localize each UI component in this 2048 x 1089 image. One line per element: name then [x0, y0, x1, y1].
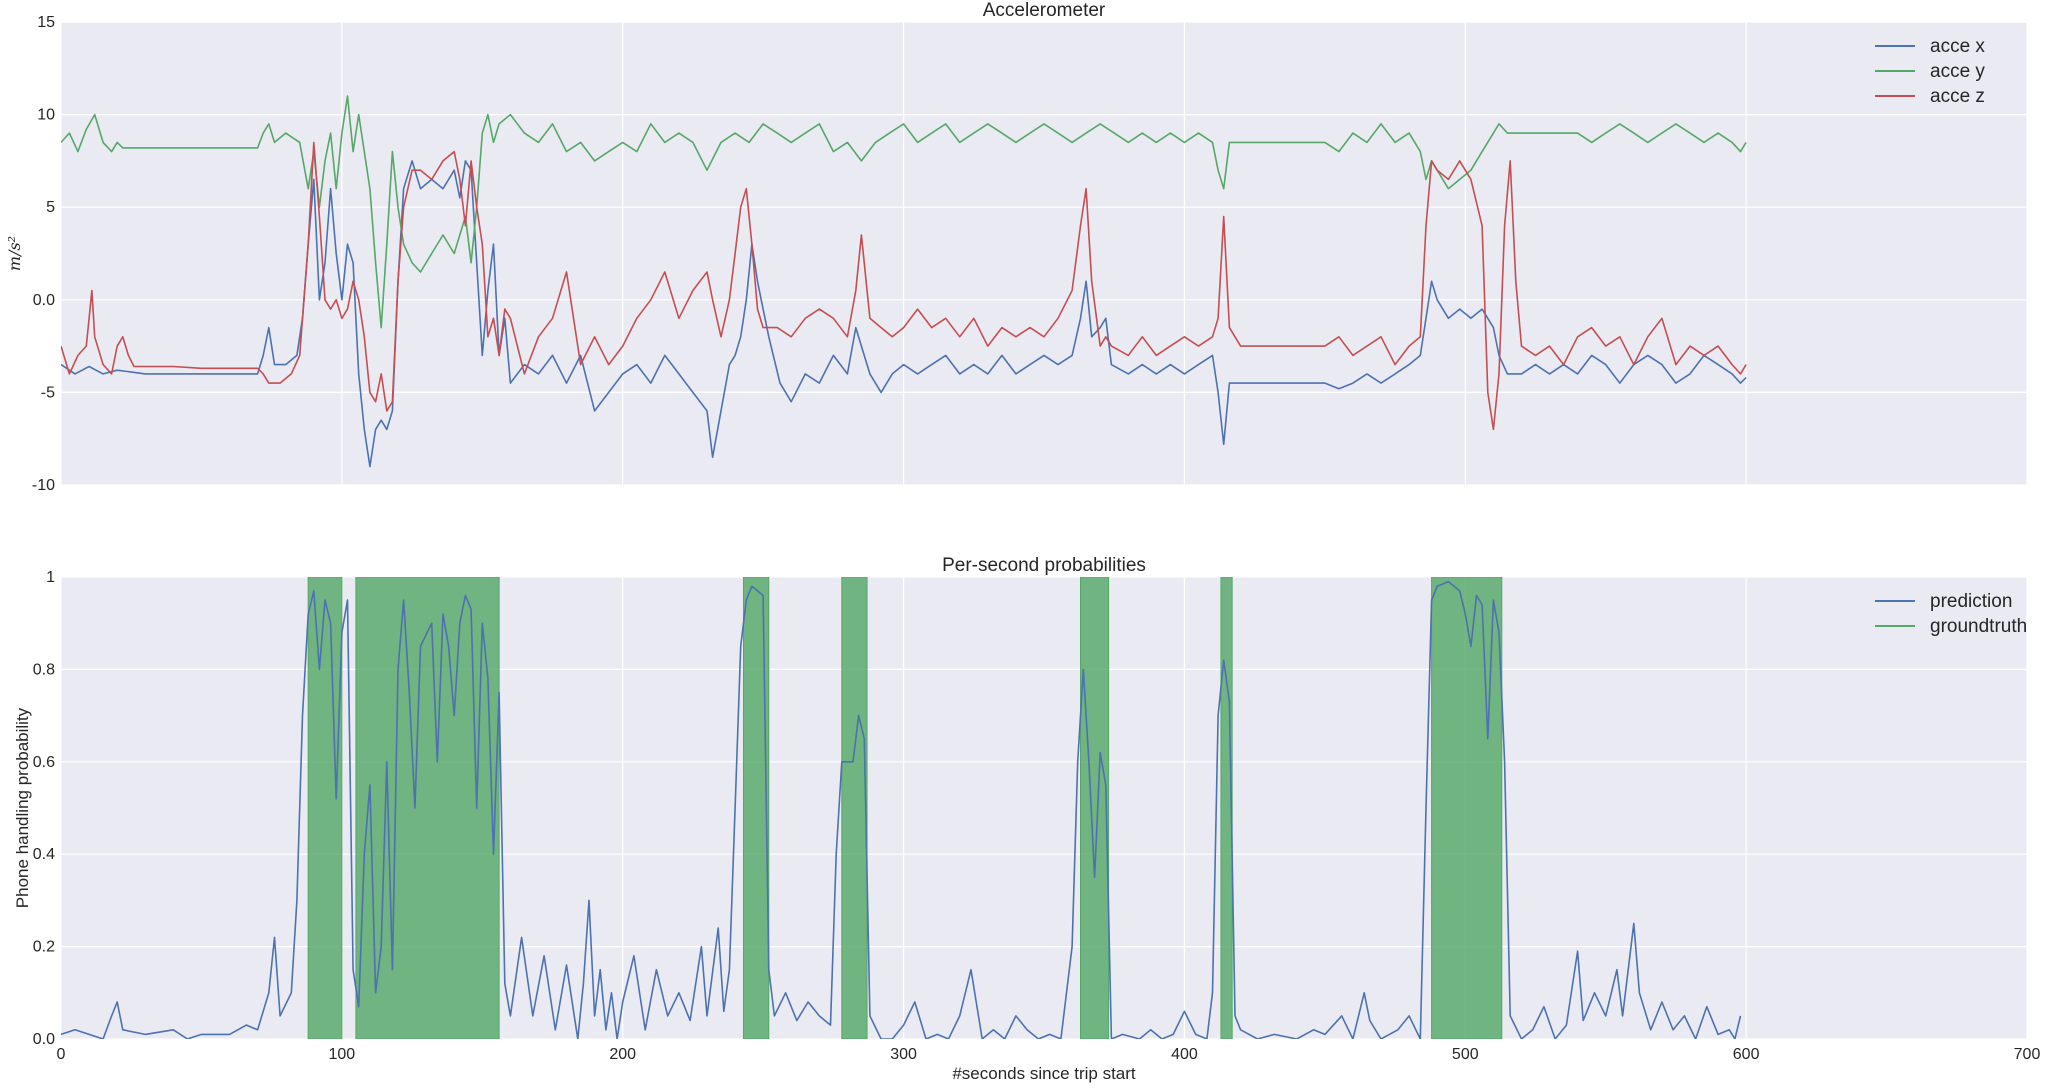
x-axis-label: #seconds since trip start [952, 1064, 1136, 1083]
x-tick-label: 100 [329, 1046, 356, 1063]
y-tick-label: 0.0 [33, 292, 55, 309]
subplot-0: -10 -5 0.0 5 10 15 Accelerometer m/s² acce x acce… [5, 0, 2028, 494]
y-tick-label: 0.0 [33, 1031, 55, 1048]
y-tick-label: 0.4 [33, 846, 55, 863]
x-tick-label: 500 [1452, 1046, 1479, 1063]
y-axis-label: m/s² [5, 236, 24, 271]
legend-label: acce x [1930, 36, 1985, 57]
plot-background [61, 22, 2027, 485]
y-tick-label: 15 [37, 14, 55, 31]
y-tick-label: -10 [32, 477, 55, 494]
x-tick-label: 200 [609, 1046, 636, 1063]
y-tick-label: 10 [37, 107, 55, 124]
y-tick-label: 1 [46, 569, 55, 586]
groundtruth-span [841, 577, 868, 1039]
legend-label: acce y [1930, 61, 1985, 82]
y-tick-label: 0.2 [33, 939, 55, 956]
y-tick-label: 0.8 [33, 661, 55, 678]
x-tick-label: 700 [2014, 1046, 2041, 1063]
plot-data [61, 95, 1747, 468]
chart-title: Accelerometer [983, 0, 1106, 21]
series-line-prediction [61, 580, 1742, 1039]
x-tick-label: 400 [1171, 1046, 1198, 1063]
y-axis-label: Phone handling probability [13, 707, 32, 908]
groundtruth-span [1220, 577, 1233, 1039]
series-line-acce-x [61, 160, 1747, 468]
groundtruth-span [1080, 577, 1110, 1039]
legend-label: acce z [1930, 86, 1985, 107]
groundtruth-span [307, 577, 343, 1039]
legend-label: groundtruth [1930, 616, 2027, 637]
series-line-acce-z [61, 141, 1747, 431]
series-line-acce-y [61, 95, 1747, 329]
x-tick-label: 0 [57, 1046, 66, 1063]
groundtruth-span [355, 577, 500, 1039]
subplot-1: 0.0 0.2 0.4 0.6 0.8 1 0 100 200 300 400 500 600 700 Pe… [13, 555, 2040, 1083]
groundtruth-span [1431, 577, 1503, 1039]
y-tick-label: 5 [46, 199, 55, 216]
groundtruth-span [742, 577, 770, 1039]
x-tick-label: 600 [1733, 1046, 1760, 1063]
plot-data [61, 577, 1742, 1039]
x-tick-label: 300 [890, 1046, 917, 1063]
y-tick-label: 0.6 [33, 754, 55, 771]
y-tick-label: -5 [41, 384, 55, 401]
chart-title: Per-second probabilities [942, 555, 1146, 576]
legend-label: prediction [1930, 591, 2012, 612]
